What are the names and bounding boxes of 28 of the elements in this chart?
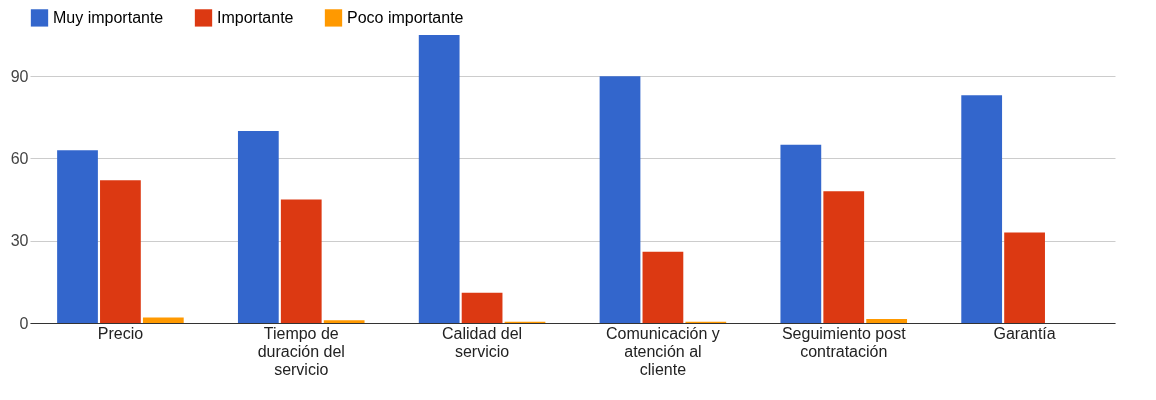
legend-label: Muy importante <box>53 8 164 26</box>
bar <box>1004 232 1045 323</box>
legend-label: Importante <box>217 8 294 26</box>
y-tick-label: 30 <box>10 232 29 250</box>
x-tick-label: Seguimiento post contratación <box>781 324 907 360</box>
bar <box>866 318 908 323</box>
x-tick-label: Precio <box>97 324 144 342</box>
y-tick-label: 60 <box>10 149 29 167</box>
bar <box>323 320 365 323</box>
bar <box>961 95 1003 323</box>
y-tick-label: 90 <box>10 67 29 85</box>
bar <box>280 199 322 323</box>
legend-label: Poco importante <box>347 8 464 26</box>
bar <box>100 180 141 323</box>
x-tick-label: Calidad del servicio <box>442 324 523 360</box>
x-tick-label: Comunicación y atención al cliente <box>606 324 720 378</box>
bar <box>418 35 460 323</box>
bar <box>461 292 503 323</box>
bar <box>57 150 98 323</box>
x-tick-label: Tiempo de duración del servicio <box>257 324 345 378</box>
bar <box>237 131 279 323</box>
bar <box>599 76 641 323</box>
bar <box>642 251 684 323</box>
bar <box>823 191 865 323</box>
x-tick-label: Garantía <box>993 324 1056 342</box>
bar <box>780 144 822 323</box>
bar <box>142 317 184 323</box>
y-tick-label: 0 <box>19 314 29 332</box>
